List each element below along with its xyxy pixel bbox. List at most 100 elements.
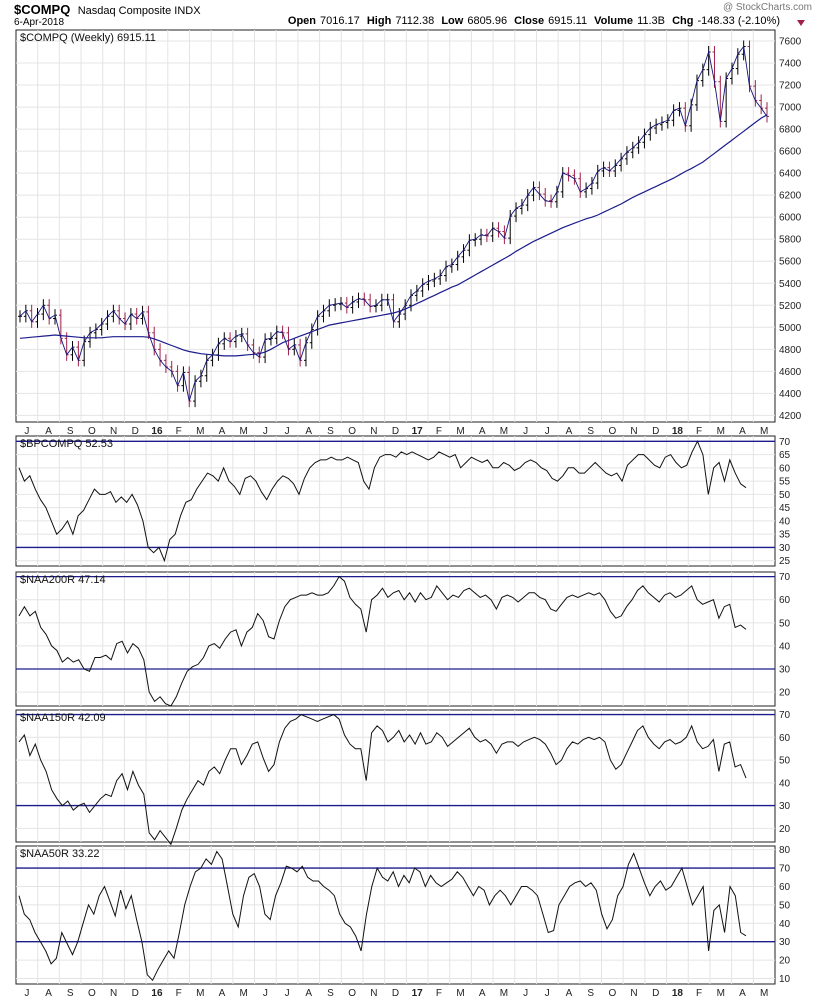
x-tick-label: S (587, 426, 594, 437)
x-tick-label: D (132, 426, 139, 437)
y-tick-label: 10 (779, 974, 791, 985)
x-tick-label: M (196, 426, 204, 437)
x-tick-label: S (67, 426, 74, 437)
close-value: 6915.11 (548, 15, 588, 27)
y-tick-label: 4800 (779, 345, 802, 356)
x-tick-label: J (545, 988, 550, 999)
x-tick-label: F (696, 988, 702, 999)
x-tick-label: J (523, 426, 528, 437)
x-tick-label: O (88, 426, 96, 437)
x-tick-label: D (132, 988, 139, 999)
x-tick-label: M (456, 426, 464, 437)
x-tick-label: 18 (672, 988, 684, 999)
y-tick-label: 40 (779, 641, 791, 652)
x-tick-label: M (760, 988, 768, 999)
x-tick-label: F (176, 426, 182, 437)
down-arrow-icon (797, 20, 805, 26)
open-label: Open (287, 15, 317, 27)
y-tick-label: 25 (779, 556, 791, 567)
y-tick-label: 5800 (779, 235, 802, 246)
x-tick-label: N (370, 988, 377, 999)
y-tick-label: 5000 (779, 323, 802, 334)
x-tick-label: A (479, 988, 486, 999)
y-tick-label: 70 (779, 864, 791, 875)
symbol-label: $COMPQ (14, 2, 71, 17)
x-tick-label: M (240, 988, 248, 999)
y-tick-label: 7200 (779, 81, 802, 92)
y-tick-label: 50 (779, 490, 791, 501)
x-tick-label: F (176, 988, 182, 999)
x-tick-label: N (110, 426, 117, 437)
x-tick-label: J (263, 988, 268, 999)
x-tick-label: S (67, 988, 74, 999)
panel-legend: $NAA50R 33.22 (20, 848, 100, 860)
x-tick-label: S (327, 426, 334, 437)
x-tick-label: D (392, 426, 399, 437)
high-label: High (366, 15, 392, 27)
ohlc-summary: Open 7016.17 High 7112.38 Low 6805.96 Close… (284, 15, 780, 27)
x-tick-label: M (196, 988, 204, 999)
x-tick-label: M (240, 426, 248, 437)
x-tick-label: M (717, 426, 725, 437)
moving-average-line (19, 114, 768, 357)
x-tick-label: M (456, 988, 464, 999)
y-tick-label: 6200 (779, 191, 802, 202)
y-tick-label: 30 (779, 665, 791, 676)
x-tick-label: O (608, 988, 616, 999)
y-tick-label: 30 (779, 543, 791, 554)
indicator-panel-3: 20 30 40 50 60 70 $NAA150R 42.09 (15, 709, 791, 846)
x-tick-label: J (545, 426, 550, 437)
x-tick-label: J (285, 426, 290, 437)
panel-frame (15, 435, 776, 567)
panel-frame (15, 709, 776, 843)
volume-label: Volume (594, 15, 634, 27)
y-tick-label: 65 (779, 450, 791, 461)
y-tick-label: 6000 (779, 213, 802, 224)
y-tick-label: 70 (779, 710, 791, 721)
panel-frame (15, 845, 776, 985)
y-tick-label: 60 (779, 595, 791, 606)
x-tick-label: A (566, 988, 573, 999)
y-tick-label: 50 (779, 900, 791, 911)
y-tick-label: 35 (779, 530, 791, 541)
change-label: Chg (672, 15, 694, 27)
index-name: Nasdaq Composite INDX (77, 5, 201, 17)
y-tick-label: 20 (779, 824, 791, 835)
y-tick-label: 4600 (779, 367, 802, 378)
y-tick-label: 60 (779, 882, 791, 893)
x-tick-label: J (523, 988, 528, 999)
x-tick-label: N (370, 426, 377, 437)
y-tick-label: 7600 (779, 37, 802, 48)
y-tick-label: 60 (779, 733, 791, 744)
volume-value: 11.3B (637, 15, 665, 27)
high-value: 7112.38 (395, 15, 435, 27)
y-tick-label: 60 (779, 463, 791, 474)
y-tick-label: 55 (779, 477, 791, 488)
y-tick-label: 5400 (779, 279, 802, 290)
date-label: 6-Apr-2018 (14, 17, 65, 28)
y-tick-label: 5200 (779, 301, 802, 312)
x-tick-label: F (696, 426, 702, 437)
indicator-panel-2: 20 30 40 50 60 70 $NAA200R 47.14 (15, 571, 791, 707)
y-tick-label: 6600 (779, 147, 802, 158)
x-tick-label: J (24, 426, 29, 437)
x-tick-label: A (305, 426, 312, 437)
indicator-line (18, 575, 747, 707)
panel-legend: $BPCOMPQ 52.53 (20, 438, 113, 450)
x-tick-label: F (436, 988, 442, 999)
y-tick-label: 7000 (779, 103, 802, 114)
y-tick-label: 45 (779, 503, 791, 514)
x-tick-label: D (652, 426, 659, 437)
x-tick-label: J (285, 988, 290, 999)
y-tick-label: 4200 (779, 411, 802, 422)
x-tick-label: M (500, 988, 508, 999)
close-label: Close (514, 15, 545, 27)
price-close-line (19, 45, 768, 402)
watermark: @ StockCharts.com (722, 2, 812, 13)
indicator-line (18, 850, 747, 982)
panel-frame (15, 571, 776, 707)
y-tick-label: 30 (779, 937, 791, 948)
x-tick-label: 18 (672, 426, 684, 437)
panel-frame (15, 29, 776, 423)
x-tick-label: M (760, 426, 768, 437)
